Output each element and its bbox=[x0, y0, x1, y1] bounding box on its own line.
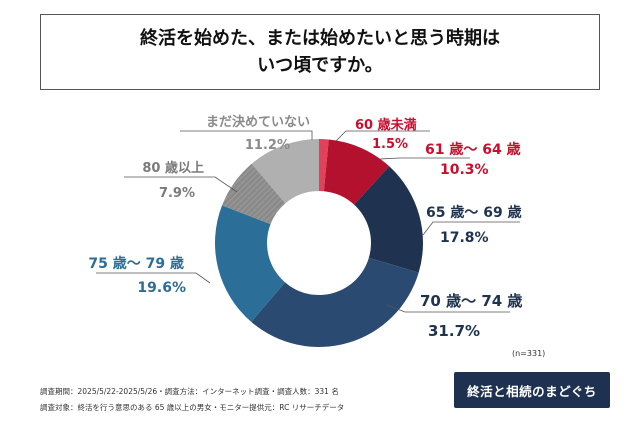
leader-line-6 bbox=[180, 130, 313, 140]
category-label-6: まだ決めていない bbox=[206, 114, 310, 130]
donut-slice-1 bbox=[323, 139, 390, 205]
donut-slice-5 bbox=[222, 163, 286, 225]
leader-line-4 bbox=[96, 272, 211, 284]
leader-line-0 bbox=[335, 130, 430, 142]
category-label-4: 75 歳〜 79 歳 bbox=[88, 255, 184, 272]
leader-line-5 bbox=[124, 176, 238, 193]
category-label-5: 80 歳以上 bbox=[142, 160, 204, 176]
category-label-3: 70 歳〜 74 歳 bbox=[420, 292, 522, 310]
sample-size-label: (n=331) bbox=[512, 349, 546, 358]
category-label-2: 65 歳〜 69 歳 bbox=[426, 204, 522, 221]
donut-slice-2 bbox=[354, 166, 424, 273]
footer-survey-period: 調査期間：2025/5/22-2025/5/26・調査方法：インターネット調査・… bbox=[40, 387, 339, 396]
leader-line-2 bbox=[422, 221, 520, 236]
footer-survey-target: 調査対象：終活を行う意思のある 65 歳以上の男女・モニター提供元：RC リサー… bbox=[40, 403, 345, 412]
leader-line-3 bbox=[386, 304, 510, 313]
value-label-6: 11.2% bbox=[245, 138, 290, 153]
value-label-4: 19.6% bbox=[137, 280, 186, 296]
value-label-1: 10.3% bbox=[440, 162, 489, 178]
value-label-2: 17.8% bbox=[440, 230, 489, 246]
donut-slice-0 bbox=[319, 139, 329, 192]
value-label-5: 7.9% bbox=[159, 186, 195, 201]
brand-logo-text: 終活と相続のまどぐち bbox=[467, 383, 597, 399]
chart-title: 終活を始めた、または始めたいと思う時期は いつ頃ですか。 bbox=[140, 28, 500, 76]
brand-logo: 終活と相続のまどぐち bbox=[454, 372, 610, 408]
leader-line-1 bbox=[379, 157, 470, 160]
category-label-1: 61 歳〜 64 歳 bbox=[425, 141, 521, 158]
title-box: 終活を始めた、または始めたいと思う時期は いつ頃ですか。 bbox=[40, 14, 600, 90]
category-label-0: 60 歳未満 bbox=[355, 117, 417, 133]
value-label-3: 31.7% bbox=[428, 322, 480, 340]
donut-slice-3 bbox=[251, 257, 419, 348]
donut-slice-6 bbox=[251, 139, 319, 204]
value-label-0: 1.5% bbox=[372, 137, 408, 152]
donut-slice-4 bbox=[215, 205, 286, 322]
